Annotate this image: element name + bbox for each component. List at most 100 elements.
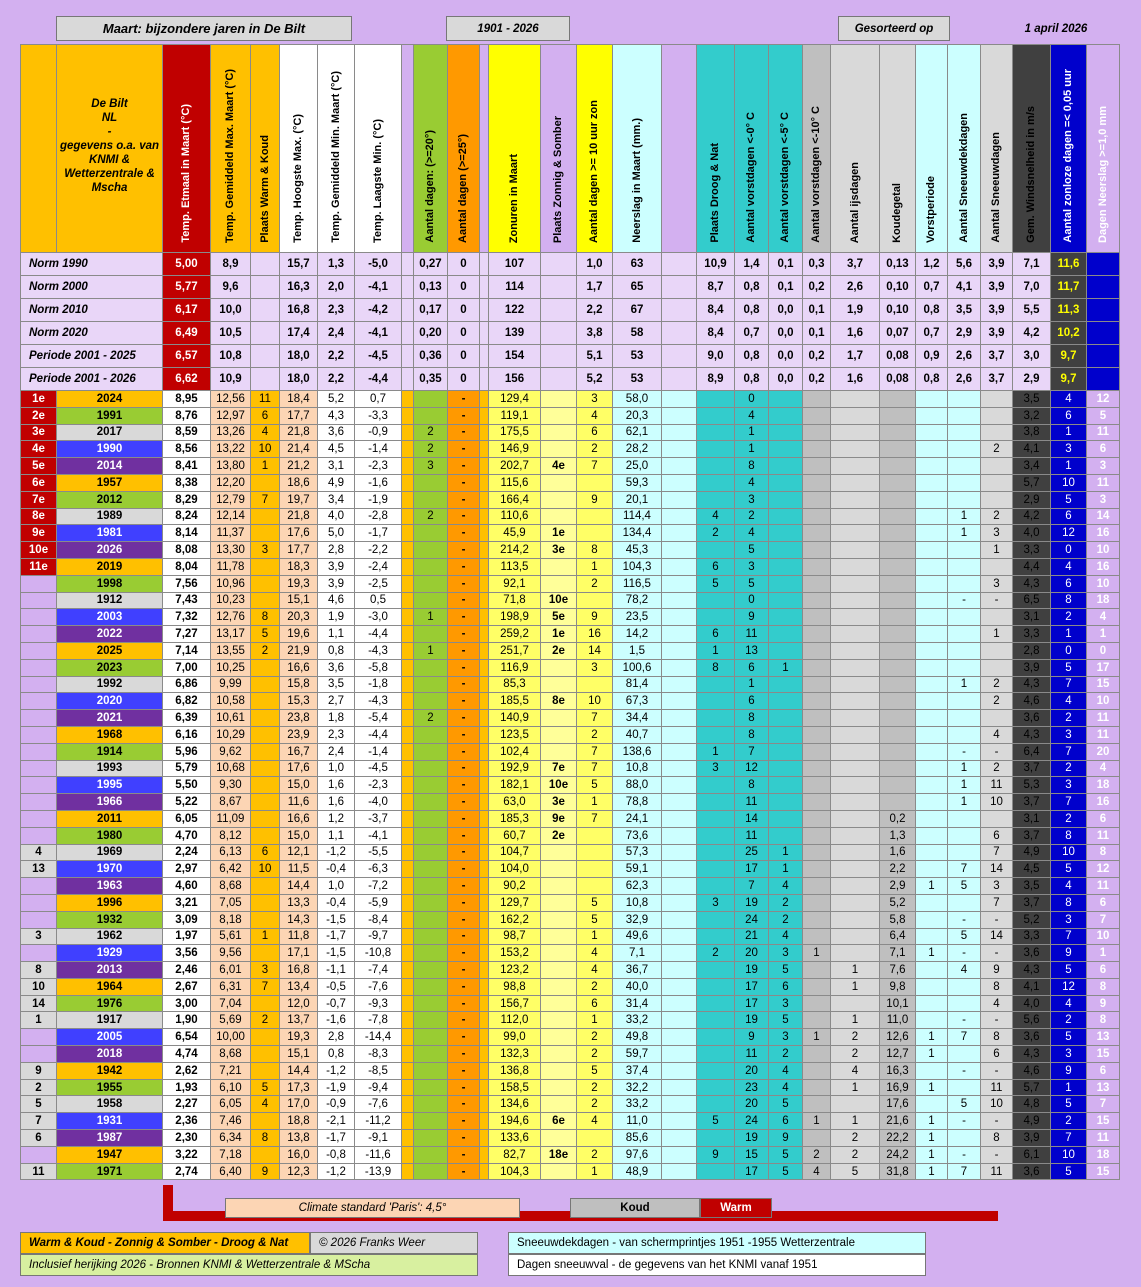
value-cell: 9,8 bbox=[879, 977, 916, 996]
value-cell: 3,7 bbox=[1012, 893, 1051, 912]
value-cell bbox=[879, 759, 916, 778]
value-cell: 8,68 bbox=[210, 1045, 251, 1063]
table-row: 1993 5,79 10,68 17,6 1,0 -4,5-192,9 7e 7 10,8 3 12… bbox=[20, 759, 1120, 778]
rank-cell: 11 bbox=[20, 1162, 57, 1181]
value-cell bbox=[768, 541, 803, 559]
value-cell: 5 bbox=[1086, 406, 1120, 425]
value-cell: 2e bbox=[540, 826, 577, 845]
value-cell bbox=[696, 1162, 735, 1181]
value-cell: 192,9 bbox=[488, 759, 541, 778]
value-cell: 1 bbox=[802, 944, 831, 963]
value-cell: 17,6 bbox=[279, 524, 318, 543]
value-cell: 8 bbox=[576, 541, 613, 559]
value-cell bbox=[915, 826, 948, 845]
value-cell: 6,5 bbox=[1012, 591, 1051, 610]
value-cell bbox=[947, 608, 981, 627]
value-cell: 2 bbox=[980, 692, 1013, 711]
norm-cell: 3,9 bbox=[980, 298, 1013, 322]
rank-cell: 5e bbox=[20, 457, 57, 475]
value-cell bbox=[479, 725, 489, 744]
value-cell: - bbox=[947, 910, 981, 929]
value-cell: -5,5 bbox=[354, 843, 402, 862]
value-cell: 2,9 bbox=[879, 877, 916, 895]
value-cell bbox=[540, 877, 577, 895]
value-cell: 10 bbox=[1086, 574, 1120, 593]
value-cell: 3 bbox=[1050, 910, 1087, 929]
value-cell: 13,7 bbox=[279, 1011, 318, 1030]
value-cell bbox=[768, 809, 803, 828]
table-row: 3e 2017 8,59 13,26 4 21,8 3,6 -0,9 2-175,5 6 62,1 1… bbox=[20, 423, 1120, 442]
value-cell bbox=[661, 893, 697, 912]
value-cell: 6,05 bbox=[210, 1095, 251, 1114]
table-row: 6 1987 2,30 6,34 8 13,8 -1,7 -9,1-133,6 85,6 19 9 2… bbox=[20, 1129, 1120, 1147]
value-cell bbox=[479, 944, 489, 963]
value-cell: 5 bbox=[696, 574, 735, 593]
value-cell bbox=[830, 793, 880, 811]
value-cell bbox=[915, 1095, 948, 1114]
rank-cell: 5 bbox=[20, 1095, 57, 1114]
value-cell bbox=[401, 1129, 414, 1147]
value-cell: -1,7 bbox=[317, 927, 355, 946]
norm-cell: 16,8 bbox=[279, 298, 318, 322]
value-cell: 4,6 bbox=[1012, 1061, 1051, 1080]
value-cell: 13 bbox=[734, 641, 769, 660]
rank-cell bbox=[20, 944, 57, 963]
value-cell: 4 bbox=[830, 1061, 880, 1080]
value-cell: 4 bbox=[1050, 557, 1087, 576]
norm-cell: 67 bbox=[612, 298, 662, 322]
value-cell: 3,1 bbox=[1012, 608, 1051, 627]
value-cell: 8,14 bbox=[162, 524, 211, 543]
value-cell: 4 bbox=[1050, 390, 1087, 408]
value-cell: 7 bbox=[947, 1028, 981, 1047]
value-cell: -3,3 bbox=[354, 406, 402, 425]
value-cell: 166,4 bbox=[488, 490, 541, 509]
value-cell bbox=[947, 641, 981, 660]
value-cell: 2 bbox=[576, 574, 613, 593]
rank-cell: 2 bbox=[20, 1078, 57, 1097]
value-cell bbox=[696, 709, 735, 727]
value-cell: - bbox=[447, 1061, 480, 1080]
value-cell: 8 bbox=[980, 1028, 1013, 1047]
norm-label: Norm 2020 bbox=[20, 321, 163, 345]
rank-cell bbox=[20, 725, 57, 744]
value-cell: - bbox=[447, 625, 480, 643]
value-cell: 1 bbox=[576, 927, 613, 946]
header-cell: Aantal vorstdagen <-0° C bbox=[734, 44, 769, 253]
table-row: 1968 6,16 10,29 23,9 2,3 -4,4-123,5 2 40,7 8 4 4,3… bbox=[20, 725, 1120, 744]
value-cell: 3 bbox=[734, 490, 769, 509]
value-cell: 1 bbox=[1086, 625, 1120, 643]
value-cell: 3,1 bbox=[317, 457, 355, 475]
value-cell bbox=[802, 692, 831, 711]
value-cell bbox=[830, 910, 880, 929]
value-cell: 6,82 bbox=[162, 692, 211, 711]
value-cell: 1 bbox=[830, 977, 880, 996]
value-cell: 17 bbox=[734, 1162, 769, 1181]
value-cell: 5,61 bbox=[210, 927, 251, 946]
value-cell bbox=[479, 557, 489, 576]
value-cell bbox=[802, 574, 831, 593]
value-cell: 6 bbox=[696, 625, 735, 643]
value-cell: 19 bbox=[734, 1011, 769, 1030]
value-cell bbox=[802, 625, 831, 643]
value-cell: 3,56 bbox=[162, 944, 211, 963]
value-cell: 3 bbox=[980, 877, 1013, 895]
value-cell: -6,3 bbox=[354, 860, 402, 879]
value-cell bbox=[661, 910, 697, 929]
norm-cell: 5,00 bbox=[162, 252, 211, 276]
value-cell: -1,8 bbox=[354, 675, 402, 694]
value-cell: 28,2 bbox=[612, 440, 662, 459]
column-header: Aantal vorstdagen <-5° C bbox=[779, 112, 791, 243]
norm-cell: 0,1 bbox=[768, 275, 803, 299]
value-cell bbox=[250, 910, 280, 929]
value-cell: 12 bbox=[734, 759, 769, 778]
value-cell: 6 bbox=[696, 557, 735, 576]
value-cell: 10 bbox=[1050, 473, 1087, 492]
value-cell: 2 bbox=[1050, 709, 1087, 727]
table-row: 1929 3,56 9,56 17,1 -1,5 -10,8-153,2 4 7,1 2 20 3 1… bbox=[20, 944, 1120, 963]
value-cell: 2,46 bbox=[162, 961, 211, 979]
norm-cell: 1,9 bbox=[830, 298, 880, 322]
value-cell bbox=[947, 658, 981, 677]
value-cell: 3,1 bbox=[1012, 809, 1051, 828]
norm-cell: 0,9 bbox=[915, 344, 948, 368]
value-cell: 7 bbox=[1086, 910, 1120, 929]
